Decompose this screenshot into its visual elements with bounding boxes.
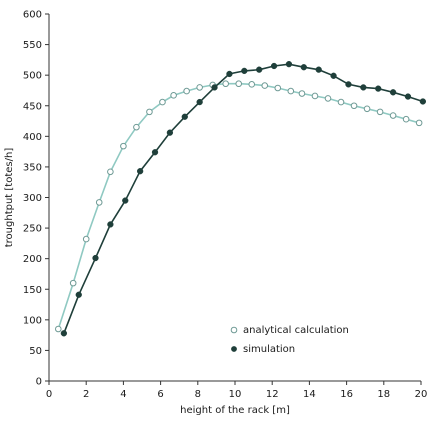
x-tick-label: 4 (120, 389, 126, 400)
data-point-simulation (196, 98, 203, 106)
y-tick-label: 50 (29, 346, 42, 357)
y-tick-label: 300 (23, 193, 42, 204)
data-point-analytical (222, 80, 229, 88)
x-tick-label: 14 (303, 389, 316, 400)
x-tick-label: 20 (415, 389, 427, 400)
series-line-2 (63, 63, 424, 334)
data-point-analytical (55, 325, 62, 333)
data-point-analytical (376, 108, 384, 116)
data-point-simulation (389, 89, 397, 96)
data-point-analytical (170, 92, 177, 99)
data-point-simulation (122, 197, 129, 204)
data-point-simulation (241, 67, 248, 75)
x-tick-label: 6 (157, 389, 163, 400)
y-tick-label: 350 (23, 162, 42, 173)
data-point-simulation (60, 330, 68, 337)
legend: analytical calculation simulation (230, 325, 349, 355)
data-point-analytical (402, 115, 410, 123)
x-tick-label: 12 (266, 389, 279, 400)
data-point-analytical (120, 142, 127, 150)
y-tick-label: 250 (23, 224, 42, 235)
data-point-simulation (300, 64, 307, 71)
data-point-analytical (235, 80, 243, 88)
data-point-simulation (330, 72, 337, 79)
legend-marker-simulation (231, 346, 237, 352)
data-point-analytical (183, 87, 190, 95)
legend-label: analytical calculation (243, 325, 349, 336)
x-tick-label: 0 (46, 389, 52, 400)
data-point-analytical (274, 84, 282, 92)
data-point-simulation (75, 291, 82, 298)
y-tick-label: 0 (36, 377, 42, 388)
data-point-analytical (287, 87, 295, 95)
data-point-simulation (166, 129, 174, 136)
data-point-simulation (136, 168, 144, 175)
data-point-simulation (151, 149, 159, 156)
data-point-simulation (270, 62, 278, 70)
data-point-simulation (375, 85, 382, 92)
legend-marker-analytical (230, 326, 238, 334)
data-point-simulation (419, 98, 427, 105)
x-tick-label: 16 (340, 389, 353, 400)
y-tick-label: 600 (23, 10, 42, 21)
data-point-simulation (404, 93, 412, 100)
y-tick-label: 400 (23, 132, 42, 143)
x-tick-label: 8 (195, 389, 201, 400)
data-point-analytical (415, 119, 423, 127)
data-point-analytical (248, 81, 256, 88)
y-axis-title: troughtput [totes/h] (4, 148, 15, 248)
data-point-analytical (95, 199, 103, 206)
x-axis-title: height of the rack [m] (180, 405, 290, 416)
x-tick-label: 10 (229, 389, 242, 400)
data-point-simulation (285, 61, 293, 68)
data-point-simulation (315, 66, 322, 73)
data-point-simulation (256, 66, 263, 73)
data-point-simulation (226, 70, 233, 78)
y-tick-label: 150 (23, 285, 42, 296)
legend-label: simulation (243, 344, 295, 355)
data-point-simulation (181, 113, 188, 120)
y-tick-label: 500 (23, 71, 42, 82)
data-point-simulation (107, 221, 114, 228)
y-tick-label: 200 (23, 254, 42, 265)
data-point-analytical (133, 123, 140, 131)
series-line-1 (57, 82, 420, 330)
data-point-simulation (211, 84, 218, 91)
data-point-analytical (261, 82, 269, 89)
x-tick-label: 18 (377, 389, 390, 400)
data-point-analytical (107, 168, 114, 176)
data-point-analytical (146, 108, 153, 116)
data-point-analytical (159, 98, 166, 106)
data-point-analytical (298, 90, 306, 97)
data-point-analytical (69, 279, 77, 287)
data-point-analytical (350, 102, 358, 110)
y-tick-label: 550 (23, 40, 42, 51)
data-point-analytical (324, 95, 332, 102)
data-point-analytical (82, 235, 90, 243)
data-point-simulation (345, 81, 352, 88)
data-point-analytical (311, 92, 319, 100)
data-point-analytical (389, 112, 397, 119)
data-point-simulation (360, 84, 367, 91)
x-tick-label: 2 (83, 389, 89, 400)
data-point-analytical (196, 84, 203, 91)
axes: 0 50 100 150 200 250 300 350 400 450 500 550 600 0 2 4 6… (23, 10, 427, 401)
plot-area (55, 61, 427, 337)
y-tick-label: 100 (23, 315, 42, 326)
data-point-simulation (92, 254, 99, 262)
data-point-analytical (363, 105, 371, 113)
y-tick-label: 450 (23, 101, 42, 112)
data-point-analytical (337, 98, 345, 106)
